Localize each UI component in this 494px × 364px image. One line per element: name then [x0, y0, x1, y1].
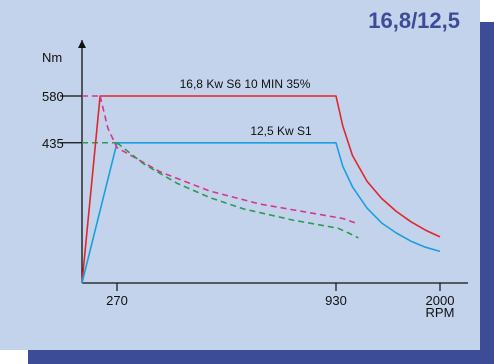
s6-dashed-curve: [99, 95, 359, 225]
y-tick-label: 580: [42, 89, 64, 104]
x-axis-label: RPM: [426, 305, 455, 320]
chart-series: [81, 95, 441, 284]
model-badge: 16,8/12,5: [368, 8, 460, 33]
x-tick-label: 2000: [426, 293, 455, 308]
y-axis-arrow: [78, 40, 86, 48]
x-tick-label: 930: [325, 293, 347, 308]
y-axis-label: Nm: [42, 50, 62, 65]
y-tick-label: 435: [42, 136, 64, 151]
s1-series-label: 12,5 Kw S1: [250, 124, 312, 138]
s1-curve: [81, 142, 441, 284]
chart-panel: 16,8/12,5 Nm 580 435 270 930 2000 RPM 16,8 Kw S…: [0, 0, 480, 350]
s6-curve: [81, 95, 441, 284]
chart-axes: [60, 40, 468, 291]
s1-dashed-curve: [116, 142, 359, 239]
x-tick-label: 270: [106, 293, 128, 308]
s6-series-label: 16,8 Kw S6 10 MIN 35%: [180, 77, 311, 91]
